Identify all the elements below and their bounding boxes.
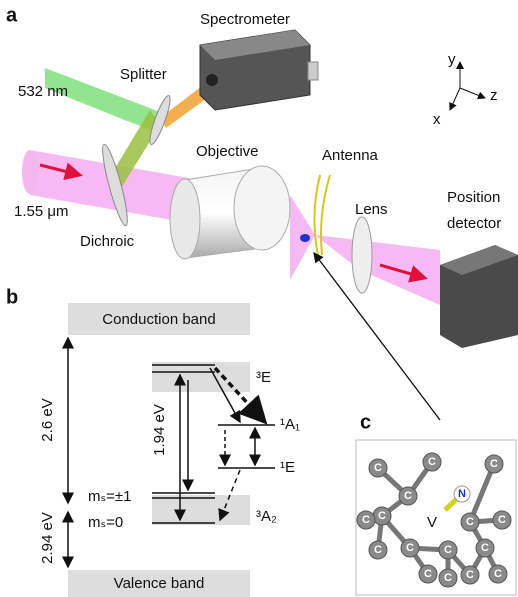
atom: C xyxy=(423,453,441,471)
dichroic-label: Dichroic xyxy=(80,233,135,250)
level-label: ³A₂ xyxy=(256,508,277,525)
level-label: ¹E xyxy=(280,459,295,476)
atom: C xyxy=(485,455,503,473)
atom: C xyxy=(419,565,437,583)
level-band xyxy=(152,495,250,525)
atom: C xyxy=(357,511,375,529)
atom-label: C xyxy=(404,490,412,502)
spectrometer-label: Spectrometer xyxy=(200,11,290,28)
lens xyxy=(352,217,372,293)
splitter-label: Splitter xyxy=(120,66,167,83)
axes-icon xyxy=(450,62,485,110)
figure: a y z x Spectrometer Splitter 532 nm Obj… xyxy=(0,0,518,597)
atom: C xyxy=(439,569,457,587)
atom: C xyxy=(369,459,387,477)
nitrogen: N xyxy=(454,486,470,502)
lens-label: Lens xyxy=(355,201,388,218)
atom-label: C xyxy=(444,572,452,584)
atom-label: C xyxy=(498,514,506,526)
level-band xyxy=(152,362,250,392)
nv-center xyxy=(300,234,310,242)
antenna-label: Antenna xyxy=(322,147,379,164)
band-label: Valence band xyxy=(114,575,205,592)
panel-label: b xyxy=(6,286,18,308)
atom-label: C xyxy=(374,544,382,556)
energy-label: 2.6 eV xyxy=(39,398,56,441)
objective-front xyxy=(234,166,290,250)
atom-label: C xyxy=(466,569,474,581)
laser-label: 532 nm xyxy=(18,83,68,100)
detector-label: detector xyxy=(447,215,501,232)
atom-label: C xyxy=(490,458,498,470)
panel-label: c xyxy=(360,411,371,433)
objective-back xyxy=(170,179,200,259)
atom-label: C xyxy=(378,510,386,522)
atom-label: C xyxy=(444,544,452,556)
atom: C xyxy=(461,566,479,584)
axis-label: y xyxy=(448,51,456,68)
atom-label: C xyxy=(362,514,370,526)
atom-label: C xyxy=(428,456,436,468)
ir-beam-end xyxy=(22,150,38,194)
atom-label: C xyxy=(466,516,474,528)
atom-label: C xyxy=(424,568,432,580)
atom-label: C xyxy=(406,542,414,554)
atom-label: C xyxy=(374,462,382,474)
panel-label: a xyxy=(6,4,18,26)
atom: C xyxy=(399,487,417,505)
axis-label: z xyxy=(490,87,498,104)
band-label: Conduction band xyxy=(102,311,215,328)
energy-label: 2.94 eV xyxy=(39,512,56,564)
level-label: ¹A₁ xyxy=(280,416,300,433)
atom: C xyxy=(476,539,494,557)
atom: C xyxy=(369,541,387,559)
objective-label: Objective xyxy=(196,143,259,160)
atom: C xyxy=(373,507,391,525)
level-label: ³E xyxy=(256,369,271,386)
axis-label: x xyxy=(433,111,441,128)
atom: C xyxy=(439,541,457,559)
level-label: mₛ=±1 xyxy=(88,488,131,505)
atom: C xyxy=(493,511,511,529)
detector-label: Position xyxy=(447,189,500,206)
atom-label: N xyxy=(458,488,466,500)
atom-label: C xyxy=(494,568,502,580)
atom: C xyxy=(401,539,419,557)
energy-label: 1.94 eV xyxy=(151,404,168,456)
spectrometer-plug xyxy=(308,62,318,80)
spectrometer-port xyxy=(206,74,218,86)
atom: C xyxy=(489,565,507,583)
level-label: mₛ=0 xyxy=(88,514,123,531)
laser-label: 1.55 μm xyxy=(14,203,69,220)
atom-label: C xyxy=(481,542,489,554)
vacancy-label: V xyxy=(427,514,437,531)
atom: C xyxy=(461,513,479,531)
